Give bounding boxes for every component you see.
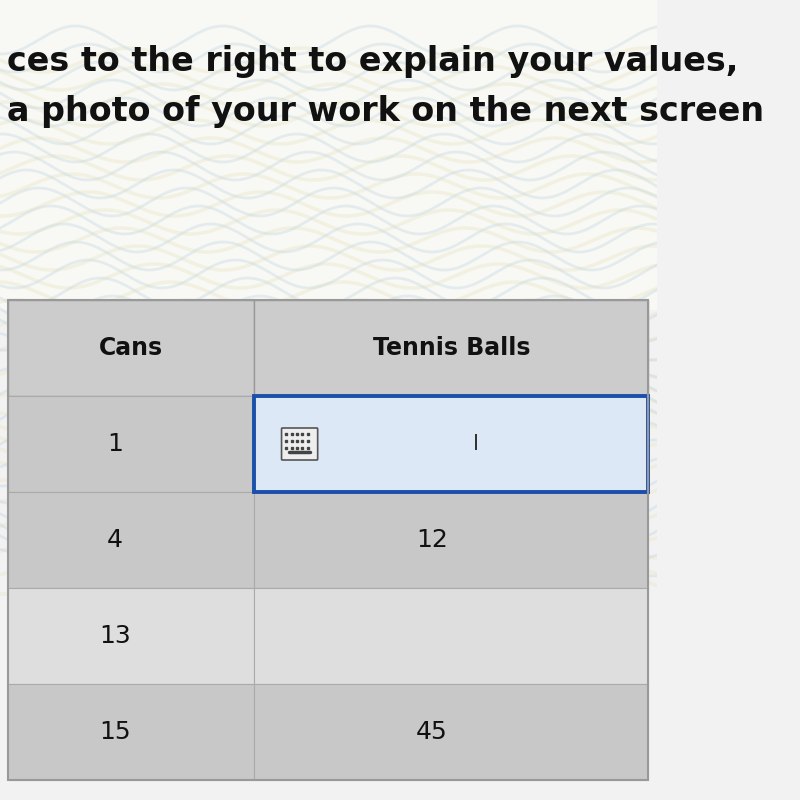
- Bar: [8, 588, 254, 684]
- Text: ces to the right to explain your values,: ces to the right to explain your values,: [6, 45, 738, 78]
- Text: a photo of your work on the next screen: a photo of your work on the next screen: [6, 95, 764, 128]
- Bar: [254, 396, 649, 492]
- Bar: [8, 396, 254, 492]
- Bar: [254, 300, 649, 396]
- Bar: [8, 300, 254, 396]
- Bar: [0, 780, 657, 800]
- Text: 13: 13: [99, 624, 130, 648]
- Text: 4: 4: [107, 528, 123, 552]
- FancyBboxPatch shape: [282, 428, 318, 460]
- Bar: [8, 684, 254, 780]
- Text: 45: 45: [416, 720, 448, 744]
- Text: I: I: [473, 434, 479, 454]
- Bar: [0, 0, 657, 310]
- Bar: [254, 684, 649, 780]
- Text: 12: 12: [416, 528, 448, 552]
- Bar: [254, 588, 649, 684]
- Text: Cans: Cans: [99, 336, 163, 360]
- Bar: [8, 492, 254, 588]
- Text: 15: 15: [99, 720, 130, 744]
- Bar: [254, 492, 649, 588]
- Text: 1: 1: [107, 432, 123, 456]
- Text: Tennis Balls: Tennis Balls: [373, 336, 530, 360]
- Bar: [8, 300, 649, 780]
